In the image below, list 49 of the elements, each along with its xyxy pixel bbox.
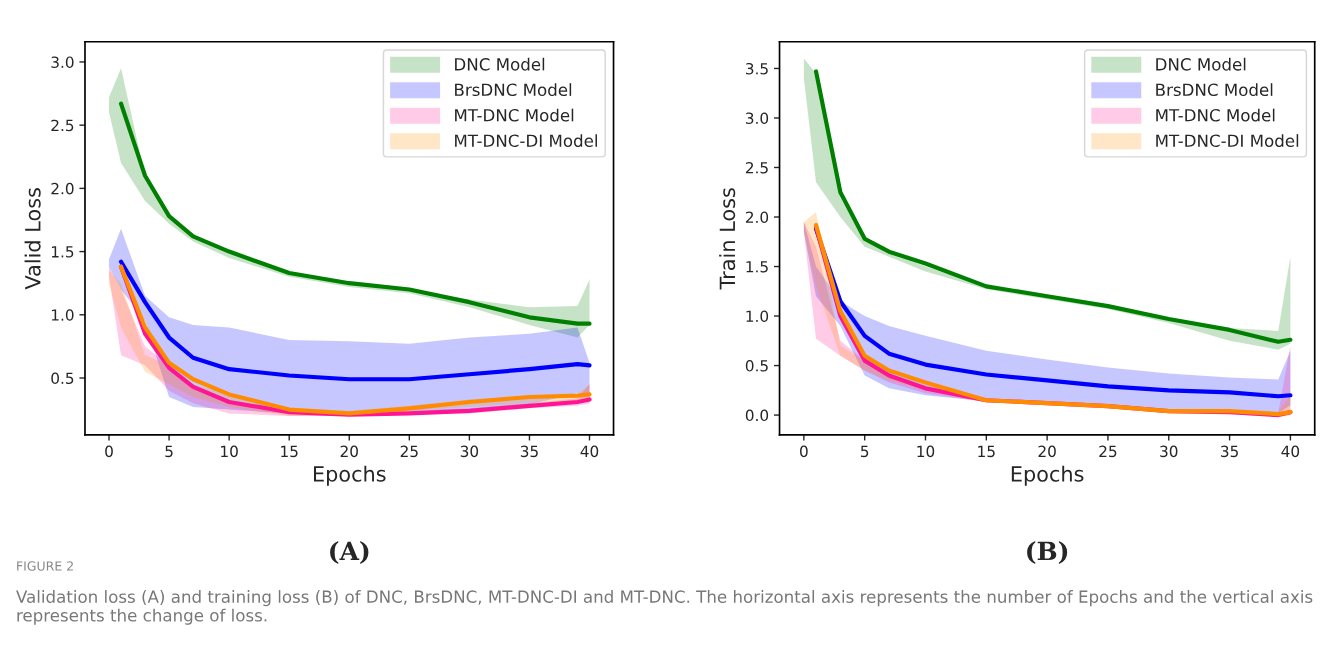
y-tick-label: 1.0 <box>51 309 74 321</box>
legend-label: MT-DNC Model <box>1156 108 1275 122</box>
legend-label: DNC Model <box>1156 57 1246 71</box>
legend-label: MT-DNC-DI Model <box>455 134 597 148</box>
legend-label: MT-DNC Model <box>455 108 574 122</box>
x-tick-label: 20 <box>1038 445 1056 458</box>
y-tick-label: 1.0 <box>746 310 769 323</box>
x-tick-label: 40 <box>1281 445 1300 458</box>
x-tick-label: 0 <box>800 445 808 458</box>
y-axis-title: Train Loss <box>719 188 736 290</box>
text: (B) <box>1027 541 1068 564</box>
legend-label: BrsDNC Model <box>455 83 572 97</box>
x-tick-label: 0 <box>105 445 113 458</box>
x-tick-label: 25 <box>1099 445 1117 458</box>
y-tick-label: 1.5 <box>746 261 768 273</box>
x-tick-label: 15 <box>978 445 995 458</box>
legend-label: BrsDNC Model <box>1156 83 1273 97</box>
legend-label: MT-DNC-DI Model <box>1156 134 1299 148</box>
y-tick-label: 2.0 <box>51 182 74 195</box>
legend-label: DNC Model <box>455 57 545 71</box>
y-axis-title: Valid Loss <box>24 188 41 290</box>
x-tick-label: 40 <box>580 445 599 458</box>
x-axis-title: Epochs <box>1011 465 1084 486</box>
x-tick-label: 5 <box>165 445 173 458</box>
y-tick-label: 0.0 <box>745 409 769 422</box>
text: (A) <box>330 541 369 564</box>
y-tick-label: 3.0 <box>745 112 769 124</box>
y-tick-label: 0.5 <box>745 360 768 372</box>
y-tick-label: 3.0 <box>51 56 74 68</box>
y-tick-label: 3.5 <box>745 62 768 75</box>
x-tick-label: 35 <box>1221 445 1238 458</box>
y-tick-label: 1.5 <box>51 246 74 258</box>
y-tick-label: 2.0 <box>745 211 769 224</box>
x-tick-label: 10 <box>221 445 238 458</box>
y-tick-label: 2.5 <box>51 119 74 132</box>
y-tick-label: 0.5 <box>51 372 74 385</box>
x-tick-label: 30 <box>1160 445 1178 458</box>
x-tick-label: 35 <box>520 445 538 458</box>
caption: FIGURE 2 <box>17 561 73 571</box>
x-tick-label: 5 <box>861 445 869 458</box>
x-axis-title: Epochs <box>313 465 386 486</box>
x-tick-label: 30 <box>460 445 479 458</box>
text: Validation loss (A) and training loss (B) of DNC, BrsDNC, MT-DNC-DI and MT-DNC. The horizontal axis represents the number of Epochs and the vertical axis represents the change of loss. <box>16 590 1313 625</box>
line-series <box>118 259 592 382</box>
x-tick-label: 20 <box>340 445 358 458</box>
x-tick-label: 15 <box>281 445 298 458</box>
x-tick-label: 10 <box>917 445 935 458</box>
y-tick-label: 2.5 <box>745 161 768 174</box>
x-tick-label: 25 <box>400 445 418 458</box>
